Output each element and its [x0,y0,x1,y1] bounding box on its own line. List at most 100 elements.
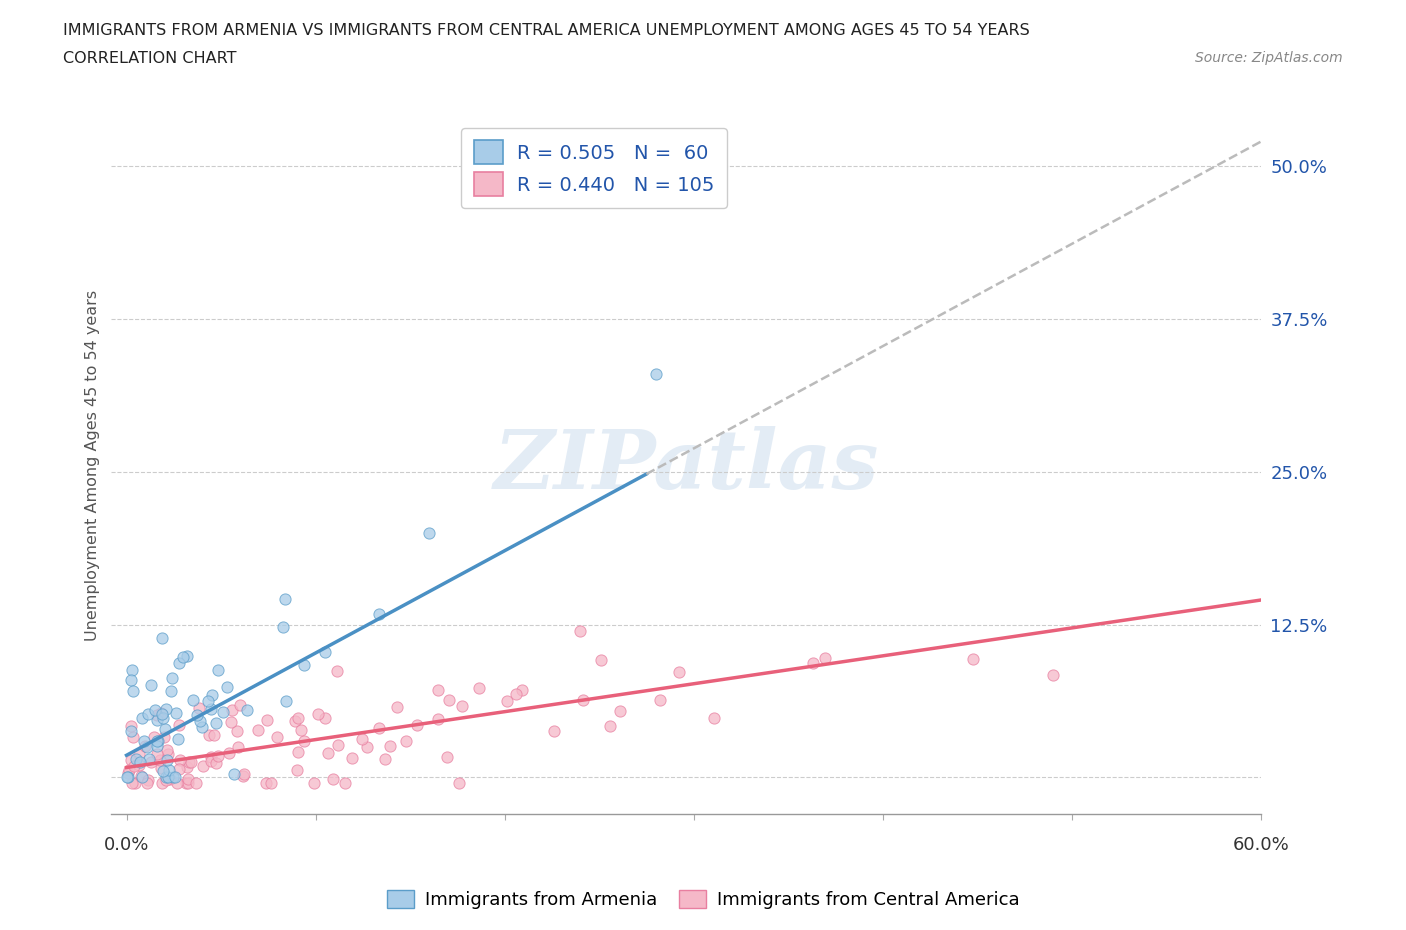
Point [572,693,595,708]
Point [378,739,401,754]
Point [124,776,146,790]
Point [231,768,253,783]
Point [125,751,148,766]
Legend: R = 0.505   N =  60, R = 0.440   N = 105: R = 0.505 N = 60, R = 0.440 N = 105 [461,127,727,208]
Point [150,707,173,722]
Point [159,763,181,777]
Point [128,747,150,762]
Point [141,678,163,693]
Point [333,776,356,790]
Point [136,772,159,787]
Point [451,698,474,713]
Point [131,711,153,726]
Point [176,648,198,663]
Point [128,755,150,770]
Point [167,717,190,732]
Point [599,719,621,734]
Point [155,770,177,785]
Point [202,728,225,743]
Point [290,723,312,737]
Point [226,740,249,755]
Point [650,692,672,707]
Point [134,738,156,753]
Point [187,700,209,715]
Point [150,761,173,776]
Point [146,708,169,723]
Text: Source: ZipAtlas.com: Source: ZipAtlas.com [1195,51,1343,65]
Point [148,734,170,749]
Point [292,658,315,672]
Point [215,680,238,695]
Point [117,765,139,780]
Point [165,705,187,720]
Point [146,733,169,748]
Point [962,652,984,667]
Point [120,672,142,687]
Point [318,746,340,761]
Point [326,664,349,679]
Point [149,706,172,721]
Point [505,686,527,701]
Point [285,763,308,777]
Point [159,772,181,787]
Point [229,698,252,713]
Point [146,712,169,727]
Legend: Immigrants from Armenia, Immigrants from Central America: Immigrants from Armenia, Immigrants from… [380,883,1026,916]
Point [207,663,229,678]
Point [117,763,139,777]
Point [143,702,166,717]
Point [142,729,165,744]
Point [148,752,170,767]
Text: 60.0%: 60.0% [1232,836,1289,854]
Text: IMMIGRANTS FROM ARMENIA VS IMMIGRANTS FROM CENTRAL AMERICA UNEMPLOYMENT AMONG AG: IMMIGRANTS FROM ARMENIA VS IMMIGRANTS FR… [63,23,1031,38]
Point [374,751,396,766]
Point [568,623,591,638]
Text: ZIPatlas: ZIPatlas [494,426,879,506]
Point [180,755,202,770]
Point [150,631,173,645]
Point [152,711,174,725]
Point [166,731,188,746]
Point [150,776,173,790]
Point [121,663,143,678]
Point [284,713,307,728]
Point [121,724,143,738]
Point [200,701,222,716]
Point [439,693,461,708]
Point [205,716,228,731]
Point [176,771,198,786]
Point [221,702,243,717]
Point [117,770,139,785]
Point [200,753,222,768]
Point [157,770,180,785]
Point [436,750,458,764]
Point [292,733,315,748]
Point [136,707,159,722]
Point [814,651,837,666]
Point [644,366,666,381]
Text: 0.0%: 0.0% [104,836,149,854]
Point [274,694,297,709]
Point [191,759,214,774]
Point [287,711,309,725]
Point [176,760,198,775]
Point [406,718,429,733]
Point [128,757,150,772]
Point [394,734,416,749]
Point [236,703,259,718]
Point [368,721,391,736]
Point [232,767,254,782]
Point [145,738,167,753]
Point [155,701,177,716]
Point [254,776,277,790]
Point [589,652,612,667]
Point [212,704,235,719]
Point [122,759,145,774]
Point [167,656,190,671]
Point [176,776,198,790]
Point [543,724,565,738]
Point [122,730,145,745]
Point [668,665,690,680]
Point [129,769,152,784]
Point [152,764,174,778]
